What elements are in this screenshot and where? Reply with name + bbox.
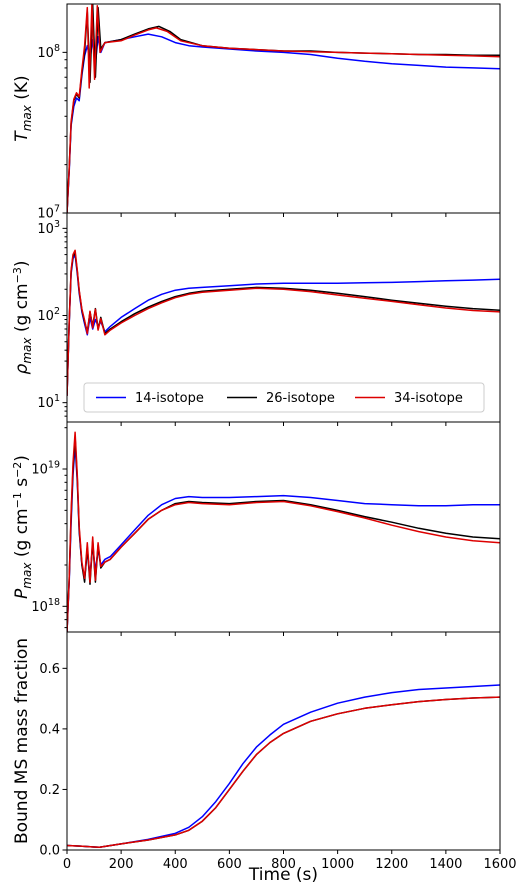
- legend-label: 34-isotope: [394, 391, 463, 406]
- y-tick-label: 0.4: [39, 722, 60, 737]
- y-tick-label: 1018: [31, 597, 60, 615]
- x-tick-label: 1600: [483, 857, 516, 872]
- y-tick-label: 107: [37, 204, 60, 222]
- axes-frame: [66, 631, 501, 851]
- y-axis-label: ρmax (g cm−3): [11, 261, 34, 375]
- series-line-1: [67, 444, 500, 632]
- y-axis-label: Pmax (g cm−1 s−2): [11, 455, 34, 599]
- y-tick-label: 103: [37, 219, 60, 237]
- series-line-3: [67, 4, 500, 213]
- series-line-3: [67, 431, 500, 632]
- panel-4: 0.0 0.2 0.4 0.6 0 200 400 600 800 1000 1200 1400 160…: [12, 631, 517, 872]
- y-tick-label: 108: [37, 43, 60, 61]
- series-group: [67, 684, 500, 849]
- x-tick-label: 0: [63, 857, 71, 872]
- panel-2: 101 102 103 ρmax (g cm−3): [11, 212, 501, 426]
- series-group: [67, 249, 500, 396]
- series-line-2: [67, 4, 500, 213]
- series-line-2: [67, 696, 500, 849]
- series-line-1: [67, 684, 500, 849]
- x-tick-label: 1000: [321, 857, 354, 872]
- x-axis-label: Time (s): [248, 865, 318, 885]
- series-line-2: [67, 252, 500, 396]
- series-line-1: [67, 253, 500, 396]
- y-tick-label: 101: [37, 393, 60, 411]
- x-tick-label: 1200: [375, 857, 408, 872]
- axes-frame: [66, 421, 501, 633]
- y-axis-label: Tmax (K): [12, 75, 34, 141]
- series-line-3: [67, 249, 500, 396]
- x-tick-label: 400: [163, 857, 188, 872]
- legend-label: 14-isotope: [135, 391, 204, 406]
- y-tick-label: 1019: [31, 460, 60, 478]
- legend: 14-isotope 26-isotope 34-isotope: [83, 382, 485, 413]
- legend-label: 26-isotope: [266, 391, 335, 406]
- series-group: [67, 431, 500, 632]
- y-tick-label: 102: [37, 306, 60, 324]
- y-tick-label: 0.2: [39, 783, 60, 798]
- series-line-1: [67, 33, 500, 213]
- x-tick-label: 600: [217, 857, 242, 872]
- y-axis-label: Bound MS mass fraction: [12, 638, 32, 844]
- x-tick-label: 200: [109, 857, 134, 872]
- series-line-3: [67, 696, 500, 849]
- x-tick-label: 1400: [429, 857, 462, 872]
- y-tick-label: 0.0: [39, 844, 60, 859]
- legend-box: [83, 382, 485, 413]
- y-tick-label: 0.6: [39, 662, 60, 677]
- series-group: [67, 4, 500, 213]
- x-tick-label: 800: [271, 857, 296, 872]
